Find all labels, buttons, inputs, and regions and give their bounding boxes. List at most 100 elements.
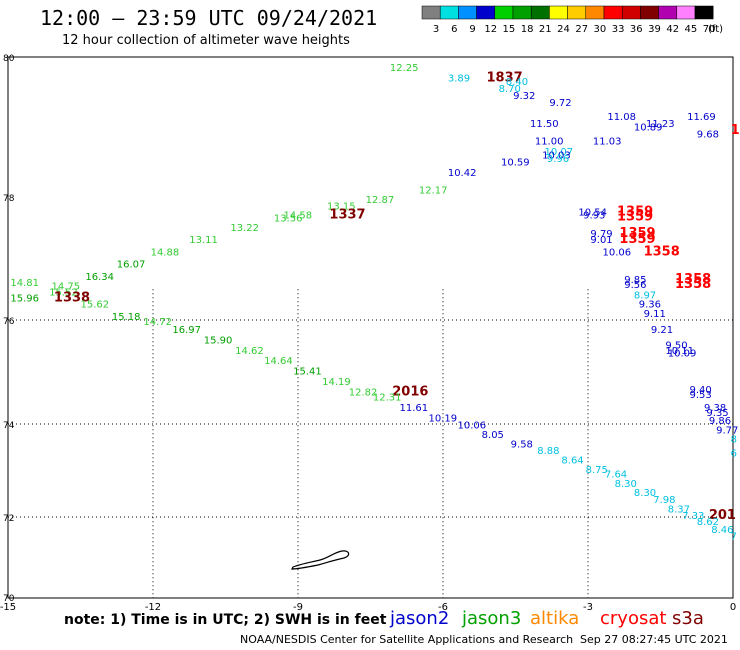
legend-label: 27 bbox=[575, 24, 588, 35]
time-label: 1 bbox=[731, 123, 740, 138]
wave-height-label: 9.77 bbox=[716, 425, 738, 436]
color-legend: 3 6 9 12 15 18 21 24 27 30 33 36 39 42 45 70(ft) bbox=[421, 5, 723, 35]
time-label: 1358 bbox=[675, 272, 711, 287]
time-label: 1359 bbox=[617, 209, 653, 224]
legend-label: 12 bbox=[484, 24, 497, 35]
wave-height-label: 14.72 bbox=[143, 317, 172, 328]
wave-height-label: 11.61 bbox=[400, 403, 429, 414]
legend-label: 42 bbox=[666, 24, 679, 35]
wave-height-label: 16.34 bbox=[85, 272, 114, 283]
y-tick-label: 74 bbox=[3, 421, 15, 431]
wave-height-label: 8.97 bbox=[634, 290, 656, 301]
wave-height-label: 10.07 bbox=[545, 147, 574, 158]
wave-height-label: 9.50 bbox=[665, 341, 687, 352]
time-label: 1358 bbox=[644, 244, 680, 259]
legend-label: 39 bbox=[648, 24, 661, 35]
legend-label: 36 bbox=[630, 24, 643, 35]
y-tick-label: 76 bbox=[3, 317, 15, 327]
wave-height-label: 9.86 bbox=[709, 416, 731, 427]
footer-note: note: 1) Time is in UTC; 2) SWH is in fe… bbox=[64, 612, 387, 628]
wave-height-label: 8.70 bbox=[499, 84, 521, 95]
time-label: 2016 bbox=[392, 384, 428, 399]
wave-height-label: 11.69 bbox=[687, 112, 716, 123]
footer-credit: NOAA/NESDIS Center for Satellite Applica… bbox=[240, 633, 574, 646]
satellite-name-s3a: s3a bbox=[672, 608, 704, 629]
x-tick-label: 0 bbox=[730, 602, 736, 613]
wave-height-label: 8.46 bbox=[711, 525, 733, 536]
island-outline bbox=[291, 550, 350, 570]
wave-height-label: 9.32 bbox=[513, 91, 535, 102]
wave-height-label: 14.62 bbox=[235, 346, 264, 357]
wave-height-label: 8.30 bbox=[634, 488, 656, 499]
time-label: 1837 bbox=[487, 71, 523, 86]
wave-height-label: 15.90 bbox=[204, 335, 233, 346]
legend-label: 24 bbox=[557, 24, 570, 35]
wave-height-label: 10.54 bbox=[578, 207, 607, 218]
y-tick-label: 72 bbox=[3, 514, 14, 524]
wave-height-label: 7.33 bbox=[682, 511, 704, 522]
time-label: 1359 bbox=[617, 204, 653, 219]
wave-height-label: 7 bbox=[731, 531, 737, 542]
wave-height-label: 10.89 bbox=[634, 123, 663, 134]
wave-height-label: 10.06 bbox=[603, 247, 632, 258]
wave-height-label: 12.31 bbox=[373, 393, 402, 404]
wave-height-label: 11.00 bbox=[535, 137, 564, 148]
legend-label: 6 bbox=[451, 24, 457, 35]
wave-height-label: 13.56 bbox=[274, 214, 303, 225]
wave-height-label: 11.50 bbox=[530, 119, 559, 130]
wave-height-label: 12.17 bbox=[419, 186, 448, 197]
x-tick-label: -3 bbox=[583, 602, 593, 613]
wave-height-label: 10.19 bbox=[429, 413, 458, 424]
wave-height-label: 9.53 bbox=[690, 390, 712, 401]
wave-height-label: 12.25 bbox=[390, 63, 419, 74]
satellite-name-jason3: jason3 bbox=[462, 608, 522, 629]
wave-height-label: 9.01 bbox=[590, 235, 612, 246]
page-title: 12:00 – 23:59 UTC 09/24/2021 bbox=[40, 6, 378, 30]
wave-height-label: 8.62 bbox=[697, 517, 719, 528]
wave-height-label: 10.59 bbox=[501, 158, 530, 169]
wave-height-label: 14.81 bbox=[10, 278, 39, 289]
wave-height-label: 9.38 bbox=[704, 403, 726, 414]
wave-height-label: 7.64 bbox=[605, 469, 627, 480]
legend-swatch bbox=[694, 5, 714, 20]
wave-height-label: 15.18 bbox=[112, 312, 141, 323]
wave-height-label: 9.79 bbox=[590, 229, 612, 240]
legend-label: 45 bbox=[685, 24, 698, 35]
wave-height-label: 9.85 bbox=[624, 275, 646, 286]
wave-height-label: 9.40 bbox=[690, 385, 712, 396]
wave-height-label: 14.64 bbox=[264, 356, 293, 367]
wave-height-label: 9.35 bbox=[706, 408, 728, 419]
wave-height-label: 14.19 bbox=[322, 377, 351, 388]
wave-height-label: 15.52 bbox=[49, 287, 78, 298]
x-tick-label: -6 bbox=[438, 602, 448, 613]
wave-height-label: 9.68 bbox=[697, 130, 719, 141]
legend-label: 70 bbox=[703, 24, 716, 35]
wave-height-label: 14.75 bbox=[52, 281, 81, 292]
wave-height-label: 9.21 bbox=[651, 325, 673, 336]
x-tick-label: -9 bbox=[293, 602, 303, 613]
wave-height-label: 16.07 bbox=[117, 260, 146, 271]
satellite-name-cryosat: cryosat bbox=[600, 608, 667, 629]
satellite-name-jason2: jason2 bbox=[390, 608, 450, 629]
wave-height-label: 10.11 bbox=[665, 346, 694, 357]
wave-height-label: 8 bbox=[731, 435, 737, 446]
wave-height-label: 14.88 bbox=[151, 247, 180, 258]
wave-height-label: 9.58 bbox=[511, 439, 533, 450]
time-label: 1359 bbox=[619, 232, 655, 247]
y-tick-label: 70 bbox=[3, 594, 15, 604]
wave-height-label: 7.98 bbox=[653, 495, 675, 506]
footer-timestamp: Sep 27 08:27:45 UTC 2021 bbox=[580, 633, 728, 646]
wave-height-label: 10.03 bbox=[542, 151, 571, 162]
wave-height-label: 15.41 bbox=[293, 367, 322, 378]
page-subtitle: 12 hour collection of altimeter wave hei… bbox=[62, 33, 350, 48]
wave-height-label: 16.97 bbox=[172, 325, 201, 336]
wave-height-label: 9.93 bbox=[583, 211, 605, 222]
wave-height-label: 8.30 bbox=[615, 479, 637, 490]
legend-unit: (ft) bbox=[708, 24, 723, 35]
wave-height-label: 14.58 bbox=[284, 211, 313, 222]
satellite-name-altika: altika bbox=[530, 608, 580, 629]
wave-height-label: 8.88 bbox=[537, 446, 559, 457]
wave-height-label: 10.09 bbox=[668, 348, 697, 359]
